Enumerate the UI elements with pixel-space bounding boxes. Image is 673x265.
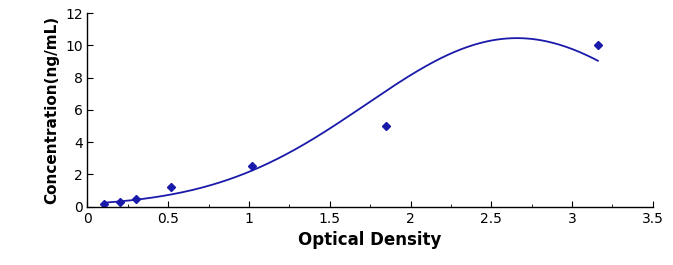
X-axis label: Optical Density: Optical Density [298,231,442,249]
Y-axis label: Concentration(ng/mL): Concentration(ng/mL) [44,16,59,204]
